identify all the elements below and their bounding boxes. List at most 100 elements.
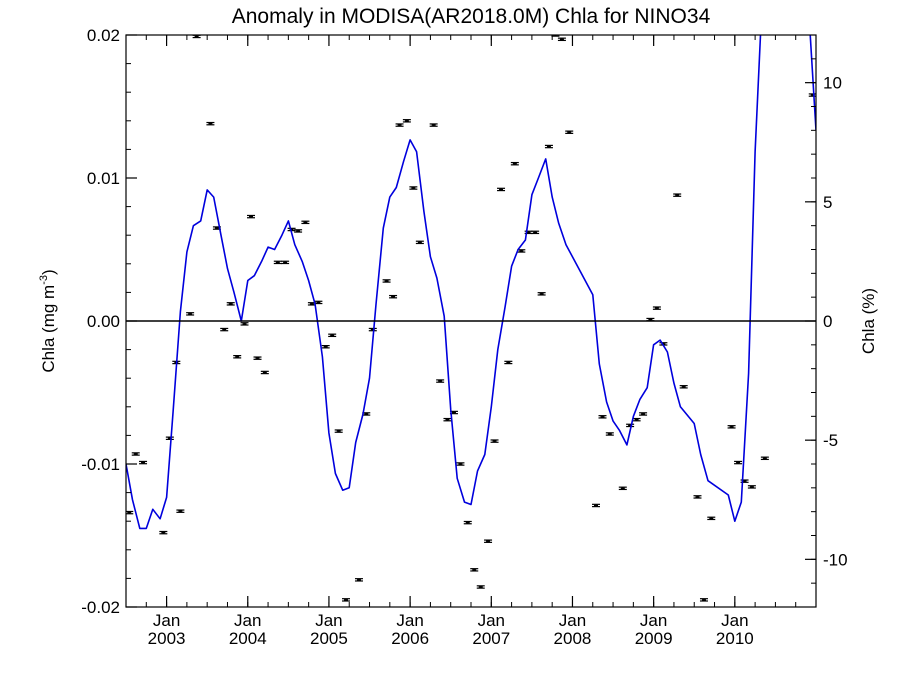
axes-layer: 0.020.010.00-0.01-0.021050-5-10Jan2003Ja… [81,26,847,648]
anomaly-point [565,130,574,134]
y-axis-label-left-close: ) [39,269,58,275]
anomaly-point [484,539,493,543]
anomaly-point [734,460,743,465]
y-right-tick-label: 0 [823,312,832,331]
x-tick-label-year: 2004 [229,629,267,648]
anomaly-point [551,35,560,37]
anomaly-point [463,520,472,525]
anomaly-point [301,220,310,225]
anomaly-point [497,187,506,192]
y-left-tick-label: 0.01 [87,169,120,188]
y-axis-label-left-superscript: -3 [38,275,50,285]
anomaly-point [382,279,391,283]
x-tick-label-month: Jan [640,611,667,630]
anomaly-point [334,429,343,433]
anomaly-point [139,460,148,465]
anomaly-point [341,598,350,602]
anomaly-point [531,230,540,235]
anomaly-point [368,327,377,332]
y-axis-label-left: Chla (mg m-3) [38,269,58,372]
y-right-tick-label: 10 [823,74,842,93]
anomaly-point [131,452,140,456]
anomaly-point [409,186,418,190]
x-tick-label-month: Jan [559,611,586,630]
anomaly-point [233,355,242,359]
anomaly-point [220,327,229,332]
anomaly-point [490,439,499,443]
anomaly-point [544,144,553,149]
anomaly-point [395,123,404,127]
anomaly-point [632,417,641,422]
x-tick-label-year: 2003 [148,629,186,648]
anomaly-point [247,214,256,219]
y-left-tick-label: 0.02 [87,26,120,45]
anomaly-point [415,240,424,245]
y-axis-label-left-main: Chla (mg m [39,285,58,373]
x-tick-label-year: 2006 [391,629,429,648]
x-tick-label-year: 2008 [554,629,592,648]
anomaly-point [253,356,262,360]
anomaly-point [354,578,363,582]
anomaly-point [504,360,513,365]
anomaly-point [402,119,411,123]
anomaly-point [226,302,235,306]
x-tick-label-month: Jan [234,611,261,630]
x-tick-label-month: Jan [478,611,505,630]
anomaly-point [652,306,661,310]
anomaly-point [618,486,627,491]
y-right-tick-label: -10 [823,550,848,569]
anomaly-point [321,344,330,349]
anomaly-point [294,229,303,233]
anomaly-point [699,598,708,602]
y-left-tick-label: -0.01 [81,455,120,474]
anomaly-point [456,462,465,466]
anomaly-point [510,161,519,166]
percent-anomaly-line [126,35,816,530]
anomaly-point [470,568,479,572]
anomaly-point [626,423,635,428]
anomaly-point [436,379,445,383]
x-tick-label-year: 2009 [635,629,673,648]
anomaly-point [605,432,614,436]
anomaly-point [328,333,337,338]
anomaly-point [273,260,282,265]
anomaly-point [240,322,249,326]
x-tick-label-month: Jan [721,611,748,630]
anomaly-point [747,485,756,489]
anomaly-point [639,412,648,416]
y-right-tick-label: 5 [823,193,832,212]
x-tick-label-month: Jan [396,611,423,630]
anomaly-point [679,385,688,389]
anomaly-point [389,294,398,299]
anomaly-point [206,121,215,126]
x-tick-label-year: 2005 [310,629,348,648]
anomaly-point [176,509,185,513]
anomaly-point [192,35,201,39]
anomaly-point [693,495,702,499]
anomaly-point [267,35,276,36]
chart-title: Anomaly in MODISA(AR2018.0M) Chla for NI… [232,5,711,28]
x-tick-label-year: 2007 [472,629,510,648]
anomaly-point [281,260,290,265]
anomaly-point [760,456,769,461]
anomaly-point [557,37,566,42]
anomaly-point [673,193,682,197]
y-left-tick-label: -0.02 [81,598,120,617]
y-right-tick-label: -5 [823,431,838,450]
anomaly-point [165,436,174,441]
anomaly-point [429,123,438,127]
x-tick-label-month: Jan [315,611,342,630]
y-left-tick-label: 0.00 [87,312,120,331]
anomaly-point [598,415,607,419]
anomaly-point [260,370,269,375]
anomaly-point [727,425,736,429]
series-layer [126,35,816,602]
anomaly-point [707,516,716,521]
x-tick-label-month: Jan [153,611,180,630]
anomaly-point [159,530,168,535]
anomaly-point [443,417,452,422]
anomaly-point [537,292,546,296]
y-axis-label-right: Chla (%) [859,288,878,354]
anomaly-point [592,503,601,508]
